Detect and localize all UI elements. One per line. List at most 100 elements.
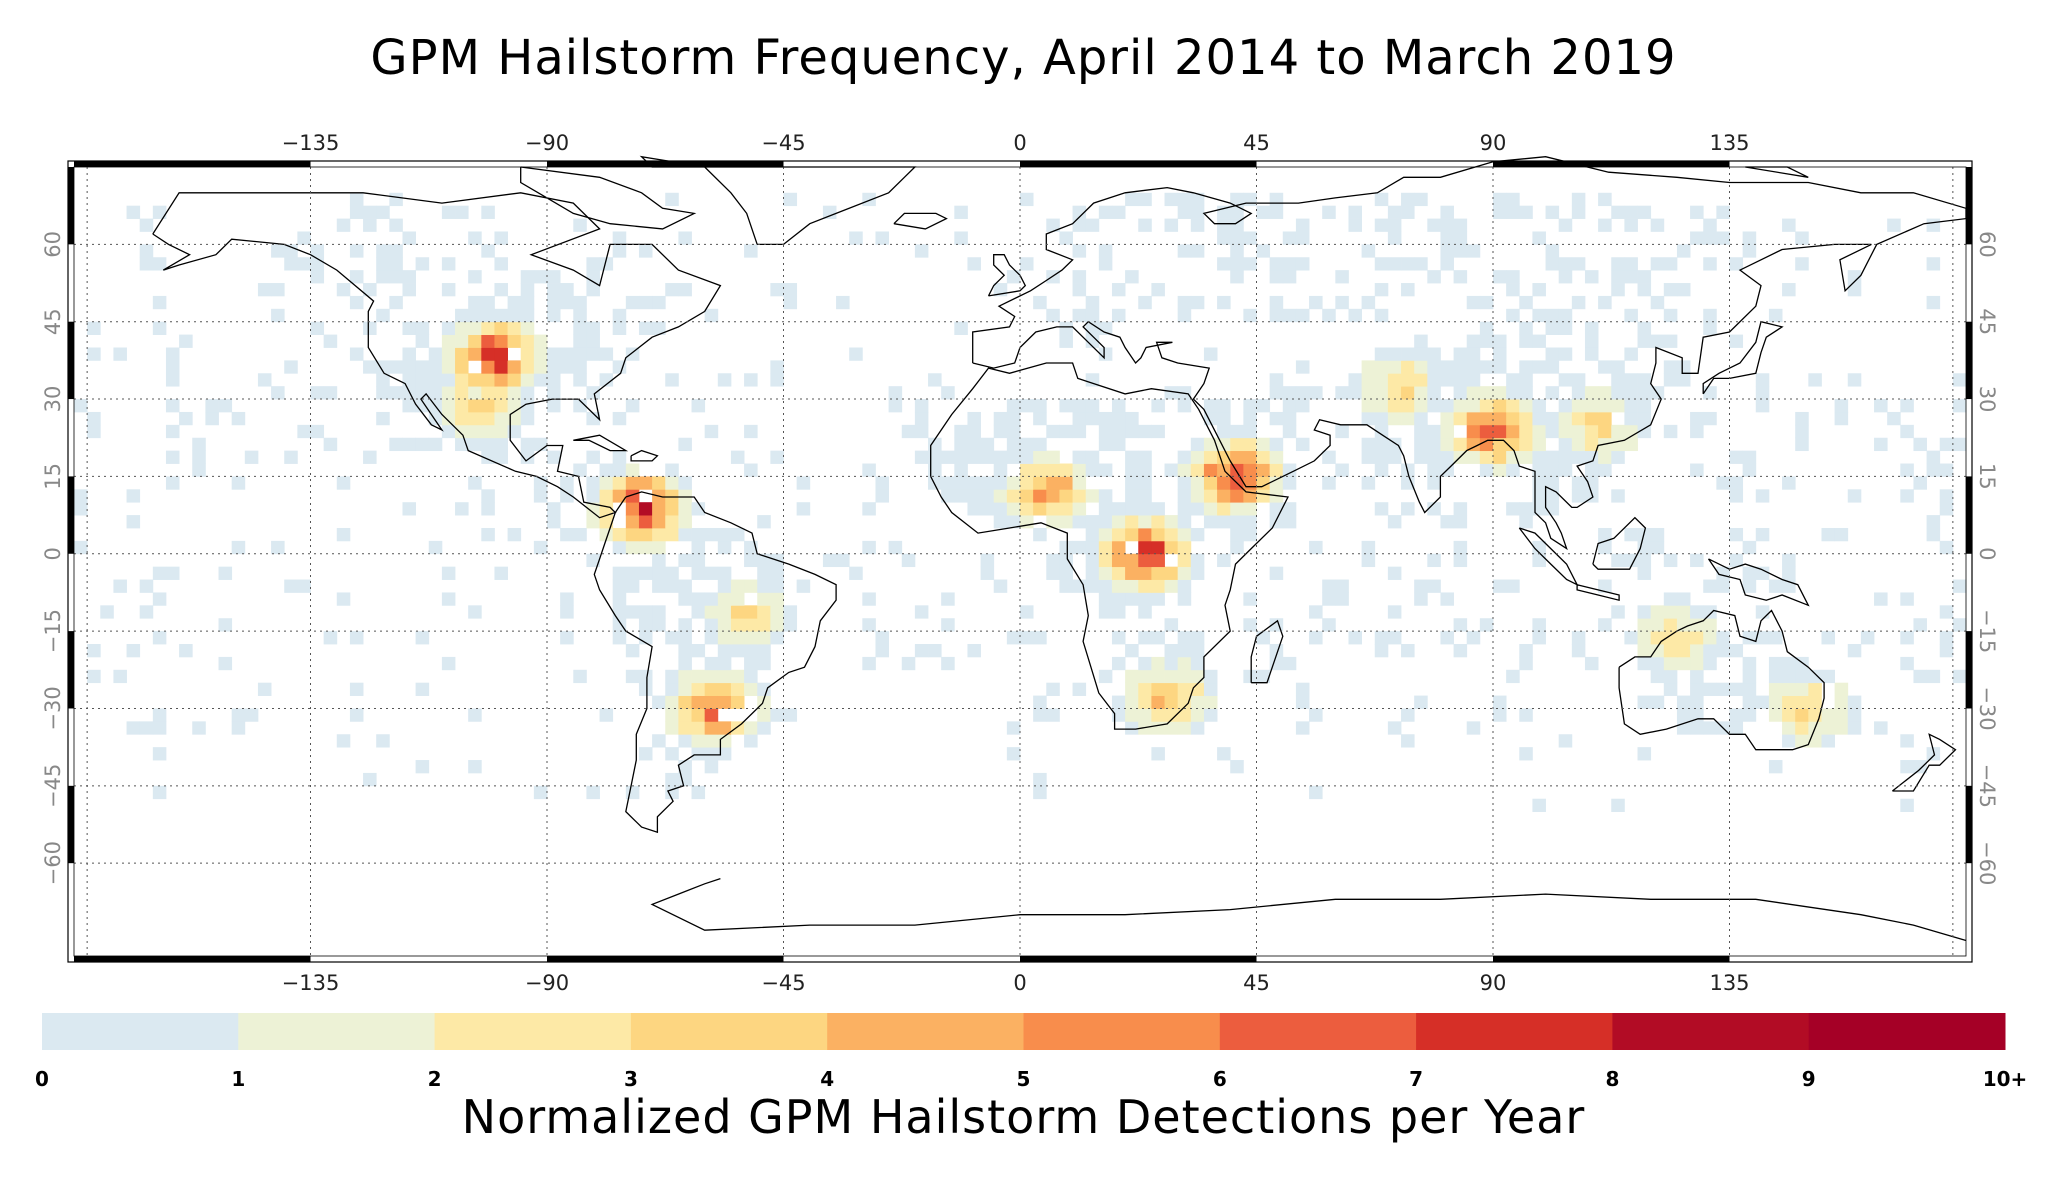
heatmap-cell bbox=[691, 682, 706, 696]
heatmap-cell bbox=[231, 540, 246, 555]
heatmap-cell bbox=[652, 618, 666, 632]
heatmap-cell bbox=[1269, 270, 1284, 284]
heatmap-cell bbox=[849, 231, 863, 245]
heatmap-cell bbox=[1151, 553, 1165, 568]
heatmap-cell bbox=[941, 592, 955, 606]
heatmap-cell bbox=[1493, 270, 1507, 284]
heatmap-cell bbox=[1282, 257, 1297, 271]
heatmap-cell bbox=[1374, 308, 1389, 323]
heatmap-cell bbox=[599, 708, 614, 722]
heatmap-cell bbox=[455, 347, 469, 361]
heatmap-cell bbox=[691, 605, 706, 619]
heatmap-cell bbox=[1755, 566, 1770, 580]
heatmap-cell bbox=[1414, 373, 1428, 387]
coastline bbox=[650, 877, 1967, 942]
heatmap-cell bbox=[389, 295, 403, 310]
heatmap-cell bbox=[1138, 295, 1152, 310]
heatmap-cell bbox=[1453, 411, 1468, 426]
heatmap-cell bbox=[1401, 476, 1415, 490]
heatmap-cell bbox=[1506, 192, 1520, 207]
heatmap-cell bbox=[1558, 424, 1573, 439]
heatmap-cell bbox=[1125, 270, 1139, 284]
heatmap-cell bbox=[980, 476, 995, 490]
coastline bbox=[1518, 527, 1579, 587]
heatmap-cell bbox=[1177, 450, 1192, 464]
heatmap-cell bbox=[665, 682, 679, 696]
heatmap-cell bbox=[1493, 334, 1507, 348]
heatmap-cell bbox=[1440, 515, 1454, 529]
heatmap-cell bbox=[1309, 631, 1323, 645]
heatmap-cell bbox=[612, 411, 627, 426]
heatmap-cell bbox=[1479, 437, 1494, 452]
heatmap-cell bbox=[1900, 592, 1914, 606]
heatmap-cell bbox=[941, 489, 955, 503]
heatmap-cell bbox=[547, 295, 561, 310]
heatmap-cell bbox=[1637, 566, 1652, 580]
heatmap-cell bbox=[1164, 644, 1179, 658]
heatmap-cell bbox=[652, 734, 666, 748]
heatmap-cell bbox=[822, 553, 837, 568]
heatmap-cell bbox=[1020, 476, 1034, 490]
heatmap-cell bbox=[1335, 424, 1349, 439]
heatmap-cell bbox=[757, 708, 771, 722]
heatmap-cell bbox=[744, 244, 758, 258]
heatmap-cell bbox=[1900, 760, 1914, 774]
heatmap-cell bbox=[441, 592, 456, 606]
heatmap-cell bbox=[586, 515, 600, 529]
heatmap-cell bbox=[888, 399, 903, 413]
heatmap-cell bbox=[1387, 205, 1402, 219]
heatmap-cell bbox=[1335, 270, 1349, 284]
heatmap-cell bbox=[993, 411, 1008, 426]
frame-bar-bottom bbox=[1493, 956, 1730, 962]
heatmap-cell bbox=[1059, 463, 1073, 477]
heatmap-cell bbox=[1046, 502, 1060, 516]
heatmap-cell bbox=[1190, 192, 1205, 207]
heatmap-cell bbox=[757, 566, 771, 580]
heatmap-cell bbox=[1085, 308, 1100, 323]
heatmap-cell bbox=[1466, 334, 1481, 348]
heatmap-cell bbox=[757, 515, 771, 529]
heatmap-cell bbox=[1952, 579, 1967, 593]
heatmap-cell bbox=[1230, 192, 1244, 207]
heatmap-cell bbox=[376, 257, 390, 271]
heatmap-cell bbox=[1138, 592, 1152, 606]
heatmap-cell bbox=[625, 566, 640, 580]
heatmap-cell bbox=[599, 476, 614, 490]
heatmap-cell bbox=[1322, 618, 1336, 632]
heatmap-cell bbox=[1440, 450, 1454, 464]
heatmap-cell bbox=[1098, 515, 1113, 529]
heatmap-cell bbox=[1939, 631, 1954, 645]
heatmap-cell bbox=[1782, 734, 1796, 748]
colorbar-swatch bbox=[1219, 1013, 1417, 1050]
heatmap-cell bbox=[402, 283, 417, 297]
heatmap-cell bbox=[1598, 527, 1612, 542]
heatmap-cell bbox=[757, 618, 771, 632]
heatmap-cell bbox=[1177, 644, 1192, 658]
heatmap-cell bbox=[1282, 515, 1297, 529]
heatmap-cell bbox=[586, 476, 600, 490]
heatmap-cell bbox=[520, 321, 535, 335]
colorbar-swatch bbox=[42, 1013, 239, 1050]
heatmap-cell bbox=[1466, 360, 1481, 374]
heatmap-cell bbox=[1387, 231, 1402, 245]
heatmap-cell bbox=[1046, 489, 1060, 503]
coastline bbox=[1891, 733, 1957, 792]
heatmap-cell bbox=[954, 476, 968, 490]
heatmap-cell bbox=[1269, 437, 1284, 452]
heatmap-cell bbox=[691, 399, 706, 413]
heatmap-cell bbox=[1322, 592, 1336, 606]
heatmap-cell bbox=[1006, 489, 1021, 503]
heatmap-cell bbox=[1177, 540, 1192, 555]
heatmap-cell bbox=[376, 411, 390, 426]
heatmap-cell bbox=[1676, 605, 1691, 619]
heatmap-cell bbox=[1519, 424, 1533, 439]
heatmap-cell bbox=[468, 476, 482, 490]
heatmap-cell bbox=[1703, 218, 1717, 232]
heatmap-cell bbox=[875, 476, 890, 490]
heatmap-cell bbox=[1782, 283, 1796, 297]
lat-label-left: 60 bbox=[41, 231, 65, 258]
heatmap-cell bbox=[730, 669, 745, 684]
heatmap-cell bbox=[205, 411, 219, 426]
heatmap-cell bbox=[1571, 476, 1586, 490]
heatmap-cell bbox=[1125, 553, 1139, 568]
